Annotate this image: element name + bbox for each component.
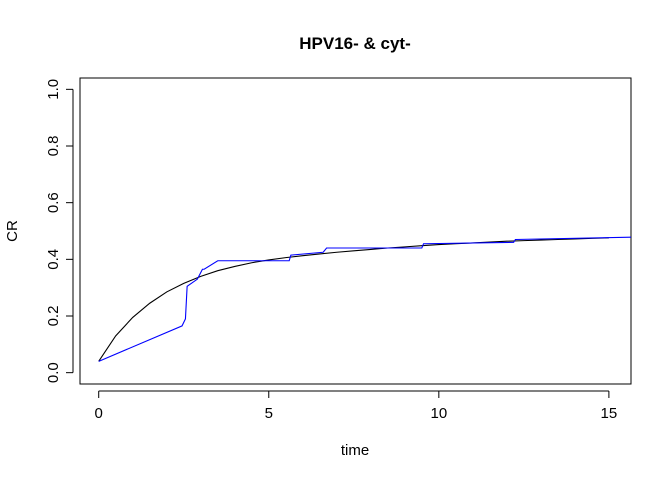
series-line-blue — [98, 236, 631, 362]
y-tick-label: 0.4 — [45, 249, 62, 270]
y-tick-label: 0.2 — [45, 306, 62, 327]
x-tick-label: 5 — [265, 405, 273, 422]
x-axis-label: time — [341, 442, 369, 459]
plot-area-border — [79, 77, 632, 385]
series-line-black — [98, 237, 609, 362]
y-tick-label: 0.6 — [45, 192, 62, 213]
chart-title: HPV16- & cyt- — [299, 34, 410, 53]
x-tick-label: 15 — [601, 405, 618, 422]
y-tick-label: 0.8 — [45, 136, 62, 157]
x-tick-label: 10 — [430, 405, 447, 422]
x-tick-label: 0 — [95, 405, 103, 422]
y-axis: 0.0 0.2 0.4 0.6 0.8 1.0 — [45, 79, 74, 383]
y-tick-label: 0.0 — [45, 362, 62, 383]
series-layer — [98, 236, 631, 362]
y-tick-label: 1.0 — [45, 79, 62, 100]
x-axis: 0 5 10 15 — [95, 390, 618, 422]
y-axis-label: CR — [4, 220, 21, 242]
